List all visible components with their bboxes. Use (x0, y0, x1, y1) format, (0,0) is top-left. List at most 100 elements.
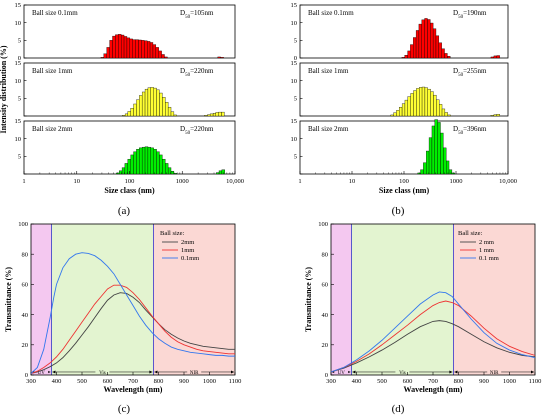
x-tick-label: 1000 (176, 178, 189, 185)
x-tick-label: 100 (125, 178, 135, 185)
y-tick-label: 0 (18, 55, 21, 62)
region-label: Vis (99, 371, 106, 376)
histogram-bar (141, 40, 145, 59)
y-tick-label: 10 (15, 136, 22, 143)
region-label: UV (338, 371, 346, 376)
y-tick-label: 0 (25, 372, 28, 379)
x-tick-label: 600 (403, 378, 413, 385)
x-tick-label: 1000 (203, 378, 216, 385)
histogram-bar (431, 125, 435, 175)
x-tick-label: 1100 (529, 378, 542, 385)
histogram-bar (401, 103, 406, 117)
x-axis-title: Wavelength (nm) (404, 385, 463, 394)
d50-label: D50=190nm (453, 9, 487, 20)
histogram-bar (413, 90, 417, 117)
region-label: Vis (399, 371, 406, 376)
caption-c: (c) (118, 403, 131, 415)
y-tick-label: 5 (294, 154, 297, 161)
histogram-bar (147, 87, 151, 117)
histogram-bar (144, 146, 149, 175)
x-tick-label: 1 (22, 178, 25, 185)
histogram-bar (447, 114, 451, 117)
legend-entry: 2mm (181, 239, 194, 246)
y-tick-label: 15 (15, 118, 22, 125)
histogram-bar (218, 111, 222, 117)
histogram-bar (147, 146, 151, 175)
x-tick-label: 800 (154, 378, 164, 385)
histogram-bar (424, 87, 428, 117)
histogram-bar (139, 95, 143, 117)
region-arrowhead (352, 370, 356, 374)
panel-label: Ball size 0.1mm (308, 9, 354, 17)
histogram-bar (144, 40, 148, 59)
y-tick-label: 40 (322, 312, 329, 319)
x-tick-label: 700 (128, 378, 138, 385)
series-line (30, 292, 235, 374)
histogram-bar (421, 86, 426, 117)
y-tick-label: 0 (325, 372, 328, 379)
histogram-bar (393, 112, 397, 117)
series-line (330, 320, 536, 373)
histogram-bar (126, 37, 131, 59)
histogram-bar (204, 115, 208, 117)
histogram-bar (130, 108, 134, 117)
histogram-bar (159, 92, 163, 117)
panel-frame (299, 4, 509, 59)
series-line (330, 300, 536, 373)
x-tick-label: 300 (326, 378, 336, 385)
histogram-bar (139, 147, 143, 175)
region-arrowhead (449, 370, 453, 374)
histogram-bar (443, 147, 447, 175)
histogram-bar (427, 88, 431, 117)
histogram-bar (493, 55, 497, 59)
x-tick-label: 1100 (229, 378, 242, 385)
histogram-bar (404, 99, 408, 117)
histogram-bar (173, 173, 177, 175)
histogram-bar (427, 19, 431, 59)
y-tick-label: 100 (18, 221, 28, 228)
histogram-bar (161, 54, 165, 59)
x-tick-label: 500 (77, 378, 87, 385)
legend-entry: 0.1 mm (479, 255, 499, 262)
region-nir (453, 224, 535, 375)
region-label-bg (334, 368, 349, 375)
y-tick-label: 5 (18, 96, 21, 103)
histogram-bar (167, 167, 172, 175)
x-tick-label: 900 (179, 378, 189, 385)
x-tick-label: 1000 (503, 378, 516, 385)
y-tick-label: 60 (22, 282, 29, 289)
histogram-bar (124, 113, 129, 117)
histogram-bar (496, 114, 500, 117)
y-axis-title: Intensity distribution (%) (0, 45, 8, 133)
histogram-bar (490, 115, 494, 117)
histogram-bar (159, 154, 163, 175)
x-tick-label: 300 (26, 378, 36, 385)
histogram-bar (149, 42, 154, 59)
histogram-bar (220, 57, 224, 59)
series-line (30, 252, 235, 374)
histogram-bar (417, 172, 421, 175)
x-tick-label: 600 (103, 378, 113, 385)
y-tick-label: 10 (291, 78, 298, 85)
histogram-bar (135, 39, 139, 59)
caption-a: (a) (118, 205, 131, 217)
y-tick-label: 10 (291, 20, 298, 27)
histogram-bar (424, 18, 428, 59)
histogram-bar (150, 147, 154, 175)
histogram-bar (444, 112, 448, 117)
series-line (330, 291, 536, 373)
y-axis-title: Transmittance (%) (4, 267, 13, 332)
histogram-bar (218, 170, 223, 175)
y-tick-label: 15 (291, 60, 298, 67)
region-arrowhead (454, 370, 458, 374)
region-label-bg (395, 368, 410, 375)
y-tick-label: 5 (18, 38, 21, 45)
y-tick-label: 5 (294, 38, 297, 45)
histogram-bar (441, 108, 446, 117)
histogram-bar (144, 88, 149, 117)
y-tick-label: 5 (18, 154, 21, 161)
histogram-bar (420, 169, 424, 175)
histogram-bar (410, 93, 414, 117)
histogram-bar (170, 170, 175, 175)
y-tick-label: 10 (291, 136, 298, 143)
